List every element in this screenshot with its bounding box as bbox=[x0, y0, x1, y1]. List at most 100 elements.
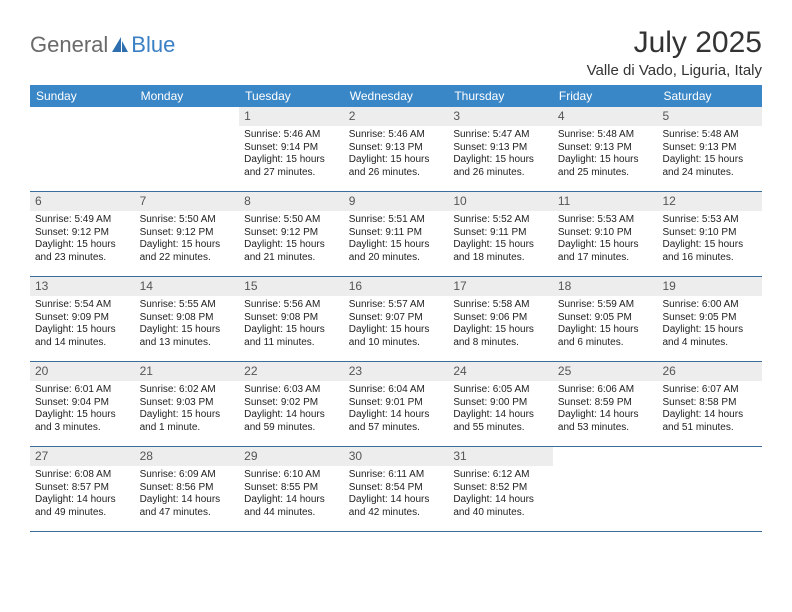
day-number: 15 bbox=[239, 277, 344, 296]
day-cell: 6Sunrise: 5:49 AMSunset: 9:12 PMDaylight… bbox=[30, 192, 135, 276]
day-number bbox=[30, 107, 135, 125]
sunset-text: Sunset: 8:54 PM bbox=[349, 482, 444, 495]
day-cell bbox=[553, 447, 658, 531]
sunset-text: Sunset: 9:05 PM bbox=[662, 312, 757, 325]
day-number: 5 bbox=[657, 107, 762, 126]
sunrise-text: Sunrise: 6:03 AM bbox=[244, 384, 339, 397]
day-number: 21 bbox=[135, 362, 240, 381]
day-body: Sunrise: 6:01 AMSunset: 9:04 PMDaylight:… bbox=[30, 381, 135, 438]
sunrise-text: Sunrise: 5:52 AM bbox=[453, 214, 548, 227]
sunrise-text: Sunrise: 6:01 AM bbox=[35, 384, 130, 397]
day-body: Sunrise: 5:59 AMSunset: 9:05 PMDaylight:… bbox=[553, 296, 658, 353]
day-body: Sunrise: 6:09 AMSunset: 8:56 PMDaylight:… bbox=[135, 466, 240, 523]
day-number bbox=[553, 447, 658, 465]
sunset-text: Sunset: 9:05 PM bbox=[558, 312, 653, 325]
week-row: 6Sunrise: 5:49 AMSunset: 9:12 PMDaylight… bbox=[30, 192, 762, 277]
daylight-text: Daylight: 15 hours and 18 minutes. bbox=[453, 239, 548, 264]
day-body: Sunrise: 6:02 AMSunset: 9:03 PMDaylight:… bbox=[135, 381, 240, 438]
sunset-text: Sunset: 9:12 PM bbox=[140, 227, 235, 240]
sunset-text: Sunset: 9:08 PM bbox=[140, 312, 235, 325]
location: Valle di Vado, Liguria, Italy bbox=[587, 62, 762, 79]
day-number: 23 bbox=[344, 362, 449, 381]
day-cell: 17Sunrise: 5:58 AMSunset: 9:06 PMDayligh… bbox=[448, 277, 553, 361]
day-body: Sunrise: 5:55 AMSunset: 9:08 PMDaylight:… bbox=[135, 296, 240, 353]
daylight-text: Daylight: 15 hours and 26 minutes. bbox=[349, 154, 444, 179]
day-number: 2 bbox=[344, 107, 449, 126]
day-cell: 21Sunrise: 6:02 AMSunset: 9:03 PMDayligh… bbox=[135, 362, 240, 446]
day-cell: 13Sunrise: 5:54 AMSunset: 9:09 PMDayligh… bbox=[30, 277, 135, 361]
sunset-text: Sunset: 9:14 PM bbox=[244, 142, 339, 155]
day-body: Sunrise: 6:04 AMSunset: 9:01 PMDaylight:… bbox=[344, 381, 449, 438]
sunset-text: Sunset: 9:08 PM bbox=[244, 312, 339, 325]
sunrise-text: Sunrise: 5:54 AM bbox=[35, 299, 130, 312]
week-row: 27Sunrise: 6:08 AMSunset: 8:57 PMDayligh… bbox=[30, 447, 762, 532]
day-cell: 7Sunrise: 5:50 AMSunset: 9:12 PMDaylight… bbox=[135, 192, 240, 276]
sunset-text: Sunset: 8:55 PM bbox=[244, 482, 339, 495]
day-cell: 1Sunrise: 5:46 AMSunset: 9:14 PMDaylight… bbox=[239, 107, 344, 191]
dow-cell: Saturday bbox=[657, 85, 762, 107]
day-cell: 26Sunrise: 6:07 AMSunset: 8:58 PMDayligh… bbox=[657, 362, 762, 446]
day-number: 6 bbox=[30, 192, 135, 211]
sunrise-text: Sunrise: 6:05 AM bbox=[453, 384, 548, 397]
day-body: Sunrise: 5:50 AMSunset: 9:12 PMDaylight:… bbox=[239, 211, 344, 268]
daylight-text: Daylight: 15 hours and 10 minutes. bbox=[349, 324, 444, 349]
day-cell: 3Sunrise: 5:47 AMSunset: 9:13 PMDaylight… bbox=[448, 107, 553, 191]
daylight-text: Daylight: 15 hours and 21 minutes. bbox=[244, 239, 339, 264]
sunrise-text: Sunrise: 5:46 AM bbox=[244, 129, 339, 142]
day-number: 30 bbox=[344, 447, 449, 466]
day-cell bbox=[30, 107, 135, 191]
day-number bbox=[135, 107, 240, 125]
daylight-text: Daylight: 14 hours and 53 minutes. bbox=[558, 409, 653, 434]
day-body: Sunrise: 5:57 AMSunset: 9:07 PMDaylight:… bbox=[344, 296, 449, 353]
dow-cell: Tuesday bbox=[239, 85, 344, 107]
day-cell: 2Sunrise: 5:46 AMSunset: 9:13 PMDaylight… bbox=[344, 107, 449, 191]
day-number: 12 bbox=[657, 192, 762, 211]
day-cell: 11Sunrise: 5:53 AMSunset: 9:10 PMDayligh… bbox=[553, 192, 658, 276]
header: General Blue July 2025 Valle di Vado, Li… bbox=[30, 26, 762, 79]
day-body: Sunrise: 5:46 AMSunset: 9:14 PMDaylight:… bbox=[239, 126, 344, 183]
day-cell: 19Sunrise: 6:00 AMSunset: 9:05 PMDayligh… bbox=[657, 277, 762, 361]
day-number: 18 bbox=[553, 277, 658, 296]
day-body: Sunrise: 6:06 AMSunset: 8:59 PMDaylight:… bbox=[553, 381, 658, 438]
daylight-text: Daylight: 15 hours and 23 minutes. bbox=[35, 239, 130, 264]
logo-text-2: Blue bbox=[131, 32, 175, 58]
week-row: 1Sunrise: 5:46 AMSunset: 9:14 PMDaylight… bbox=[30, 107, 762, 192]
sunrise-text: Sunrise: 5:53 AM bbox=[558, 214, 653, 227]
day-number: 28 bbox=[135, 447, 240, 466]
daylight-text: Daylight: 15 hours and 1 minute. bbox=[140, 409, 235, 434]
day-number: 22 bbox=[239, 362, 344, 381]
sunrise-text: Sunrise: 5:48 AM bbox=[662, 129, 757, 142]
daylight-text: Daylight: 15 hours and 26 minutes. bbox=[453, 154, 548, 179]
sunset-text: Sunset: 9:03 PM bbox=[140, 397, 235, 410]
day-number: 14 bbox=[135, 277, 240, 296]
day-body: Sunrise: 5:53 AMSunset: 9:10 PMDaylight:… bbox=[657, 211, 762, 268]
day-cell: 5Sunrise: 5:48 AMSunset: 9:13 PMDaylight… bbox=[657, 107, 762, 191]
day-body: Sunrise: 5:58 AMSunset: 9:06 PMDaylight:… bbox=[448, 296, 553, 353]
day-cell: 18Sunrise: 5:59 AMSunset: 9:05 PMDayligh… bbox=[553, 277, 658, 361]
day-cell: 10Sunrise: 5:52 AMSunset: 9:11 PMDayligh… bbox=[448, 192, 553, 276]
daylight-text: Daylight: 14 hours and 44 minutes. bbox=[244, 494, 339, 519]
sunset-text: Sunset: 9:11 PM bbox=[453, 227, 548, 240]
sunrise-text: Sunrise: 5:55 AM bbox=[140, 299, 235, 312]
daylight-text: Daylight: 15 hours and 8 minutes. bbox=[453, 324, 548, 349]
day-number: 25 bbox=[553, 362, 658, 381]
sunset-text: Sunset: 8:52 PM bbox=[453, 482, 548, 495]
day-number: 31 bbox=[448, 447, 553, 466]
day-body: Sunrise: 5:50 AMSunset: 9:12 PMDaylight:… bbox=[135, 211, 240, 268]
day-cell: 14Sunrise: 5:55 AMSunset: 9:08 PMDayligh… bbox=[135, 277, 240, 361]
dow-row: SundayMondayTuesdayWednesdayThursdayFrid… bbox=[30, 85, 762, 107]
day-cell: 25Sunrise: 6:06 AMSunset: 8:59 PMDayligh… bbox=[553, 362, 658, 446]
day-cell: 29Sunrise: 6:10 AMSunset: 8:55 PMDayligh… bbox=[239, 447, 344, 531]
day-number: 27 bbox=[30, 447, 135, 466]
day-body: Sunrise: 5:54 AMSunset: 9:09 PMDaylight:… bbox=[30, 296, 135, 353]
day-cell: 20Sunrise: 6:01 AMSunset: 9:04 PMDayligh… bbox=[30, 362, 135, 446]
day-body: Sunrise: 5:46 AMSunset: 9:13 PMDaylight:… bbox=[344, 126, 449, 183]
daylight-text: Daylight: 14 hours and 55 minutes. bbox=[453, 409, 548, 434]
daylight-text: Daylight: 14 hours and 49 minutes. bbox=[35, 494, 130, 519]
daylight-text: Daylight: 14 hours and 40 minutes. bbox=[453, 494, 548, 519]
sunset-text: Sunset: 9:13 PM bbox=[558, 142, 653, 155]
sunrise-text: Sunrise: 5:58 AM bbox=[453, 299, 548, 312]
day-number: 7 bbox=[135, 192, 240, 211]
day-cell: 31Sunrise: 6:12 AMSunset: 8:52 PMDayligh… bbox=[448, 447, 553, 531]
day-number: 16 bbox=[344, 277, 449, 296]
